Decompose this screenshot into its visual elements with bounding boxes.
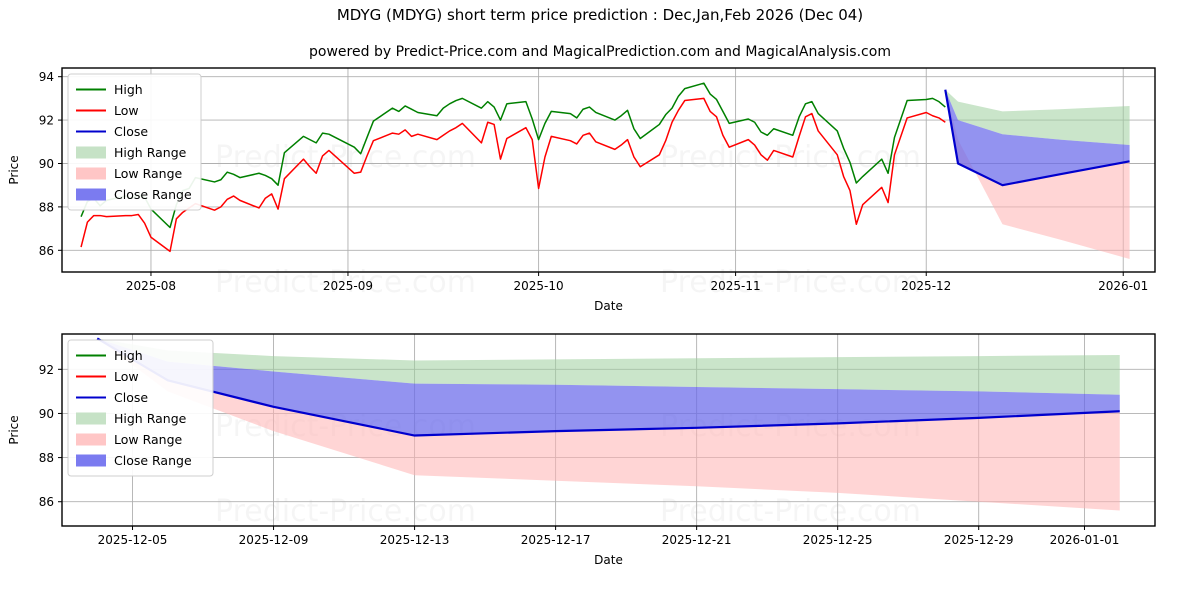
plot-frame [61,333,1156,527]
watermark: Predict-Price.com [215,494,476,529]
watermark: Predict-Price.com [215,140,476,175]
x-tick-label: 2025-12-09 [239,533,309,547]
plot-frame [61,67,1156,273]
watermark: Predict-Price.com [660,494,921,529]
x-tick-label: 2025-12-17 [521,533,591,547]
legend-label: Low [114,369,139,384]
x-axis-label: Date [594,553,623,567]
legend-label: Close [114,390,148,405]
x-tick-label: 2025-08 [126,279,176,293]
legend-label: High Range [114,411,187,426]
y-tick-label: 92 [39,114,54,128]
legend-swatch-patch [76,412,106,425]
legend-label: High [114,82,143,97]
legend-label: Close [114,124,148,139]
legend-swatch-patch [76,454,106,467]
x-axis-label: Date [594,299,623,313]
y-tick-label: 94 [39,70,54,84]
x-tick-label: 2025-11 [711,279,761,293]
close-line [944,89,1130,187]
high-line [80,82,946,229]
legend-label: Close Range [114,453,192,468]
high-range-band [97,338,1120,395]
y-tick-label: 88 [39,200,54,214]
legend-label: Low Range [114,166,183,181]
high-range-band [945,89,1130,146]
legend-swatch-patch [76,146,106,159]
x-tick-label: 2025-12-29 [944,533,1014,547]
page-subtitle: powered by Predict-Price.com and Magical… [309,44,891,60]
y-tick-label: 92 [39,363,54,377]
legend-label: Close Range [114,187,192,202]
x-tick-label: 2025-12-21 [662,533,732,547]
low-line [80,97,946,253]
detail-chart: Predict-Price.comPredict-Price.comPredic… [7,333,1156,567]
detail-chart-panel: Predict-Price.comPredict-Price.comPredic… [0,326,1200,600]
x-tick-label: 2026-01-01 [1050,533,1120,547]
x-tick-label: 2025-09 [323,279,373,293]
overview-chart-panel: Predict-Price.com Predict-Price.com Predic… [0,62,1200,380]
legend-label: Low [114,103,139,118]
y-tick-label: 90 [39,407,54,421]
y-tick-label: 88 [39,451,54,465]
page-title: MDYG (MDYG) short term price prediction … [336,6,864,24]
legend-swatch-patch [76,167,106,180]
overview-chart: Predict-Price.com Predict-Price.com Predic… [7,67,1156,313]
y-tick-label: 86 [39,495,54,509]
x-tick-label: 2025-12-25 [803,533,873,547]
legend-label: Low Range [114,432,183,447]
y-tick-label: 90 [39,157,54,171]
legend-label: High [114,348,143,363]
y-axis-label: Price [7,415,21,444]
x-tick-label: 2025-12-05 [98,533,168,547]
x-tick-label: 2025-12-13 [380,533,450,547]
x-tick-label: 2025-12 [901,279,951,293]
legend-swatch-patch [76,188,106,201]
legend-label: High Range [114,145,187,160]
x-tick-label: 2025-10 [514,279,564,293]
close-range-band [945,89,1130,186]
x-tick-label: 2026-01 [1098,279,1148,293]
low-range-band [97,338,1120,511]
y-axis-label: Price [7,155,21,184]
watermark: Predict-Price.com [660,265,921,300]
watermark: Predict-Price.com [660,140,921,175]
low-range-band [945,89,1130,259]
legend-swatch-patch [76,433,106,446]
close-range-band [97,338,1120,436]
y-tick-label: 86 [39,244,54,258]
